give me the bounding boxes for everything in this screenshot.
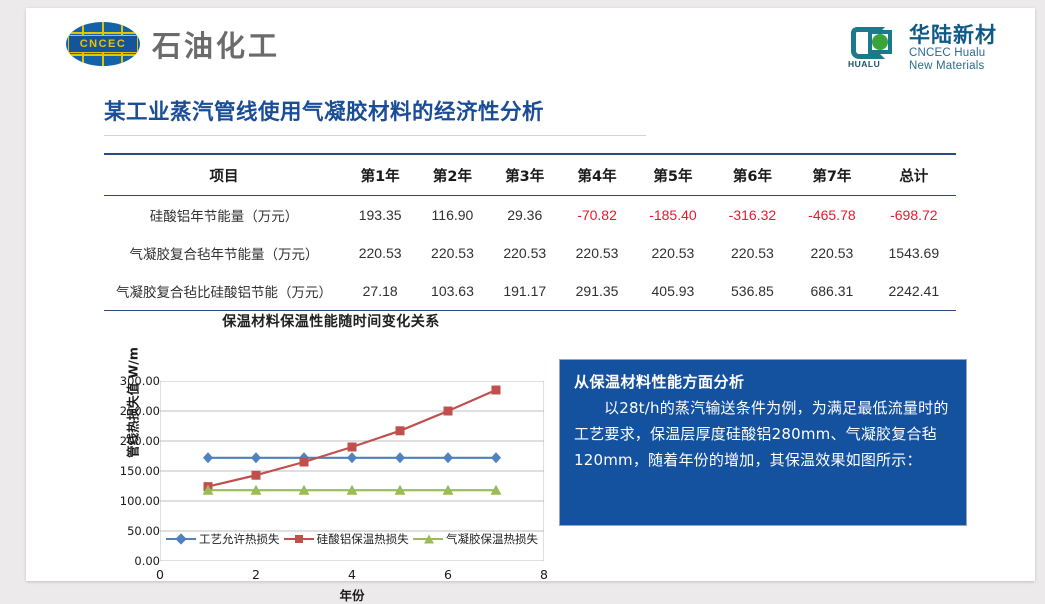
table-col-header-5: 第5年 xyxy=(653,169,693,185)
note-body: 以28t/h的蒸汽输送条件为例，为满足最低流量时的工艺要求，保温层厚度硅酸铝28… xyxy=(574,399,949,469)
legend-marker-icon xyxy=(294,535,303,543)
table-cell: 220.53 xyxy=(731,245,774,261)
chart-y-tick-label: 200.00 xyxy=(119,434,160,448)
chart-x-ticks: 0 2 4 6 8 xyxy=(156,567,548,585)
analysis-note-box: 从保温材料性能方面分析 以28t/h的蒸汽输送条件为例，为满足最低流量时的工艺要… xyxy=(559,359,967,526)
table-cell: 220.53 xyxy=(651,245,695,261)
chart-legend-item: 硅酸铝保温热损失 xyxy=(283,531,409,547)
table-row: 硅酸铝年节能量（万元） 193.35 116.90 29.36 -70.82 -185.4… xyxy=(104,196,956,235)
insulation-chart: 保温材料保温性能随时间变化关系 管线热损失值 W/m 0.00 50.00 100.… xyxy=(88,311,548,603)
table-header-row: 项目 第1年 第2年 第3年 第4年 第5年 第6年 第7年 总计 xyxy=(104,154,956,196)
chart-legend-item: 气凝胶保温热损失 xyxy=(413,531,538,547)
table-cell: 103.63 xyxy=(431,283,474,299)
chart-plot-area: 管线热损失值 W/m 0.00 50.00 100.00 150.00 200.00 25… xyxy=(88,345,548,603)
table-col-header-7: 第7年 xyxy=(812,169,852,185)
table-row-label: 硅酸铝年节能量（万元） xyxy=(149,209,299,225)
table-cell: -316.32 xyxy=(728,207,777,223)
table-cell: 193.35 xyxy=(358,207,402,223)
table-cell: 27.18 xyxy=(362,283,398,299)
table-col-header-2: 第2年 xyxy=(432,169,472,185)
table-cell: 291.35 xyxy=(575,283,619,299)
chart-x-tick-label: 8 xyxy=(540,567,548,582)
table-col-header-0: 项目 xyxy=(209,169,239,185)
table-col-header-4: 第4年 xyxy=(577,169,617,185)
chart-x-tick-label: 0 xyxy=(156,567,164,582)
brand-cncec-label: 石油化工 xyxy=(152,29,281,63)
chart-series-svg xyxy=(160,381,544,561)
legend-swatch-icon xyxy=(166,533,196,545)
table-cell: 220.53 xyxy=(810,245,854,261)
note-heading: 从保温材料性能方面分析 xyxy=(574,373,745,391)
table-cell: 1543.69 xyxy=(888,245,940,261)
legend-label: 硅酸铝保温热损失 xyxy=(316,532,409,546)
legend-marker-icon xyxy=(175,533,187,545)
chart-x-tick-label: 6 xyxy=(444,567,452,582)
economics-table: 项目 第1年 第2年 第3年 第4年 第5年 第6年 第7年 总计 硅酸铝年节能量（万元） 193… xyxy=(104,153,956,311)
table-cell: 220.53 xyxy=(358,245,402,261)
chart-y-tick-label: 0.00 xyxy=(134,554,160,568)
table-col-header-3: 第3年 xyxy=(505,169,545,185)
chart-legend: 工艺允许热损失 硅酸铝保温热损失 气凝胶保温热损失 xyxy=(166,531,538,547)
hualu-logo-icon: HUALU xyxy=(848,27,900,69)
legend-label: 气凝胶保温热损失 xyxy=(446,532,538,546)
table-col-header-1: 第1年 xyxy=(360,169,400,185)
slide-canvas: CNCEC 石油化工 HUALU 华陆新材 CNCEC Hualu New Ma… xyxy=(26,8,1035,603)
table-row: 气凝胶复合毡年节能量（万元） 220.53 220.53 220.53 220.53 22… xyxy=(104,234,956,272)
chart-y-tick-label: 300.00 xyxy=(119,374,160,388)
table-cell: 2242.41 xyxy=(888,283,940,299)
chart-x-tick-label: 4 xyxy=(348,567,356,582)
chart-title: 保温材料保温性能随时间变化关系 xyxy=(222,314,440,330)
table-row: 气凝胶复合毡比硅酸铝节能（万元） 27.18 103.63 191.17 291.35 4… xyxy=(104,272,956,311)
table-cell: 536.85 xyxy=(731,283,774,299)
table-cell: -465.78 xyxy=(808,207,856,223)
table-row-label: 气凝胶复合毡年节能量（万元） xyxy=(129,247,319,263)
table-cell: 220.53 xyxy=(431,245,474,261)
chart-y-tick-label: 150.00 xyxy=(119,464,160,478)
legend-marker-icon xyxy=(424,534,434,544)
legend-swatch-icon xyxy=(283,535,314,543)
table-cell: 405.93 xyxy=(651,283,695,299)
chart-y-tick-label: 250.00 xyxy=(119,404,160,418)
brand-cncec: CNCEC 石油化工 xyxy=(66,22,280,66)
hualu-name-en-1: CNCEC Hualu xyxy=(909,47,986,60)
chart-y-tick-label: 100.00 xyxy=(119,494,160,508)
chart-x-tick-label: 2 xyxy=(252,567,260,582)
table-col-header-8: 总计 xyxy=(899,169,929,185)
table-cell: 191.17 xyxy=(503,283,547,299)
legend-label: 工艺允许热损失 xyxy=(199,532,280,546)
cncec-globe-icon: CNCEC xyxy=(66,22,140,66)
title-divider xyxy=(104,135,646,136)
table-cell: 116.90 xyxy=(431,207,474,223)
page-title: 某工业蒸汽管线使用气凝胶材料的经济性分析 xyxy=(104,100,545,125)
brand-hualu: HUALU 华陆新材 CNCEC Hualu New Materials xyxy=(848,24,997,72)
hualu-name-en-2: New Materials xyxy=(909,60,985,73)
legend-swatch-icon xyxy=(413,534,443,544)
chart-legend-item: 工艺允许热损失 xyxy=(166,531,280,547)
hualu-name-cn: 华陆新材 xyxy=(909,23,997,47)
chart-y-ticks: 0.00 50.00 100.00 150.00 200.00 250.00 300.00 xyxy=(98,374,160,568)
table-row-label: 气凝胶复合毡比硅酸铝节能（万元） xyxy=(116,285,332,301)
table-cell: 220.53 xyxy=(503,245,547,261)
table-cell: -70.82 xyxy=(577,207,617,223)
chart-y-tick-label: 50.00 xyxy=(127,524,160,538)
hualu-logo-mark-text: HUALU xyxy=(848,59,881,70)
table-cell: -698.72 xyxy=(890,207,938,223)
cncec-logo-text: CNCEC xyxy=(68,35,138,53)
table-cell: 29.36 xyxy=(507,207,543,223)
table-cell: 220.53 xyxy=(575,245,619,261)
table-col-header-6: 第6年 xyxy=(732,169,772,185)
table-cell: -185.40 xyxy=(649,207,697,223)
table-cell: 686.31 xyxy=(810,283,854,299)
chart-x-axis-label: 年份 xyxy=(339,588,365,603)
